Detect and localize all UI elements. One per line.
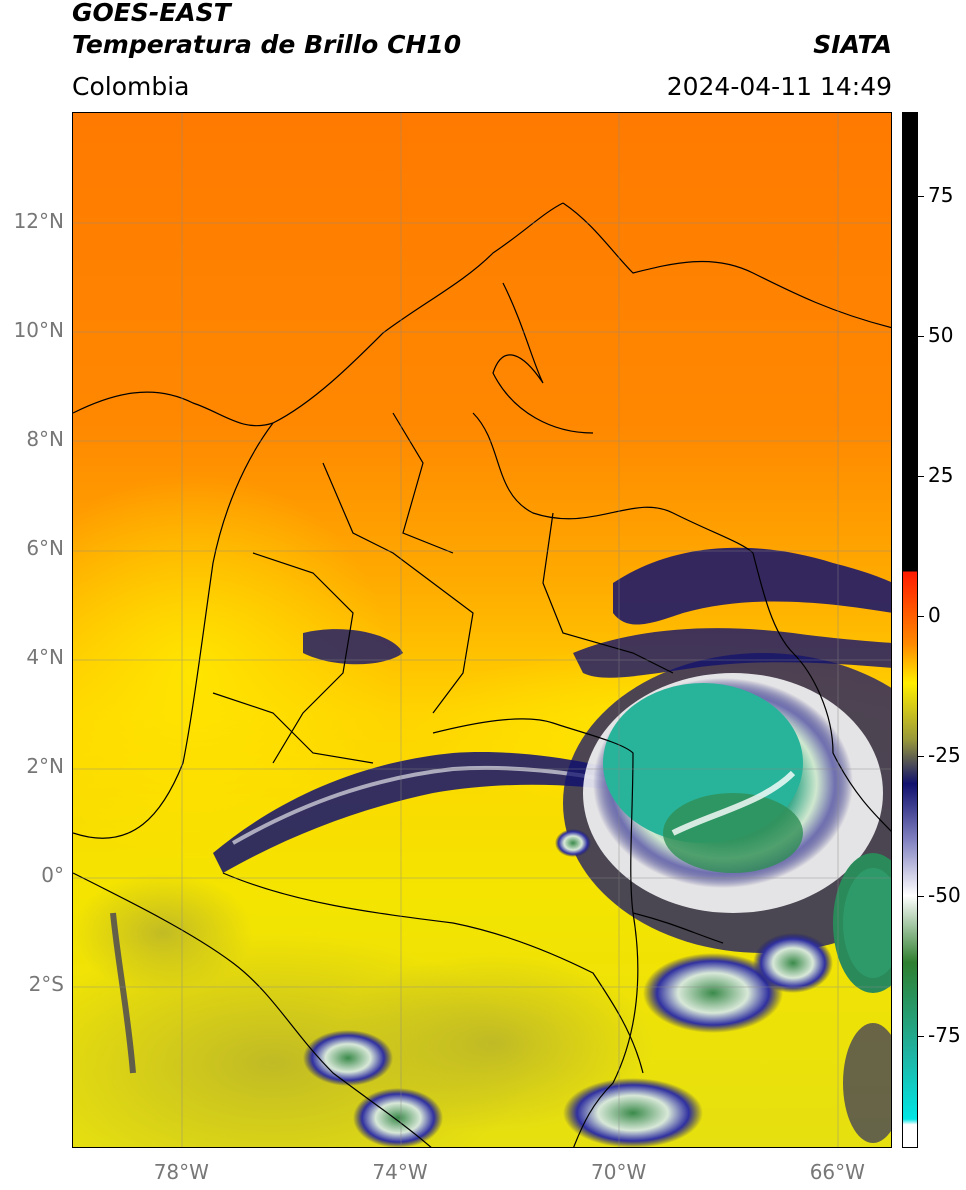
- latitude-label: 10°N: [13, 318, 64, 343]
- latitude-label: 0°: [41, 863, 64, 888]
- brightness-temperature-map: [73, 113, 891, 1147]
- latitude-label: 12°N: [13, 209, 64, 234]
- colorbar-tick-label: 25: [928, 463, 954, 487]
- satellite-title: GOES-EAST: [72, 0, 231, 27]
- cloud-band-south: [213, 752, 633, 873]
- colorbar-tick-label: 0: [928, 603, 941, 627]
- region-label: Colombia: [72, 72, 190, 101]
- longitude-label: 70°W: [591, 1160, 647, 1184]
- colorbar-tick-mark: [918, 896, 924, 897]
- product-title: Temperatura de Brillo CH10: [72, 30, 462, 59]
- latitude-label: 8°N: [26, 427, 64, 452]
- map-panel: [72, 112, 892, 1148]
- colorbar-tick-mark: [918, 476, 924, 477]
- colorbar-tick-label: 50: [928, 323, 954, 347]
- longitude-label: 74°W: [372, 1160, 428, 1184]
- colorbar-tick-mark: [918, 756, 924, 757]
- latitude-label: 6°N: [26, 536, 64, 561]
- political-boundaries: [73, 202, 891, 1147]
- colorbar-tick-label: -50: [928, 883, 961, 907]
- colorbar-tick-mark: [918, 616, 924, 617]
- agency-title: SIATA: [813, 30, 892, 59]
- colorbar-tick-label: -25: [928, 743, 961, 767]
- graticule: [73, 113, 891, 1147]
- colorbar-tick-label: 75: [928, 183, 954, 207]
- latitude-label: 4°N: [26, 645, 64, 670]
- colorbar-tick-mark: [918, 196, 924, 197]
- colorbar-tick-mark: [918, 336, 924, 337]
- longitude-label: 66°W: [809, 1160, 865, 1184]
- latitude-label: 2°S: [28, 972, 64, 997]
- latitude-label: 2°N: [26, 754, 64, 779]
- datetime-label: 2024-04-11 14:49: [666, 72, 892, 101]
- colorbar: [902, 112, 918, 1148]
- colorbar-tick-mark: [918, 1036, 924, 1037]
- longitude-label: 78°W: [153, 1160, 209, 1184]
- colorbar-tick-label: -75: [928, 1023, 961, 1047]
